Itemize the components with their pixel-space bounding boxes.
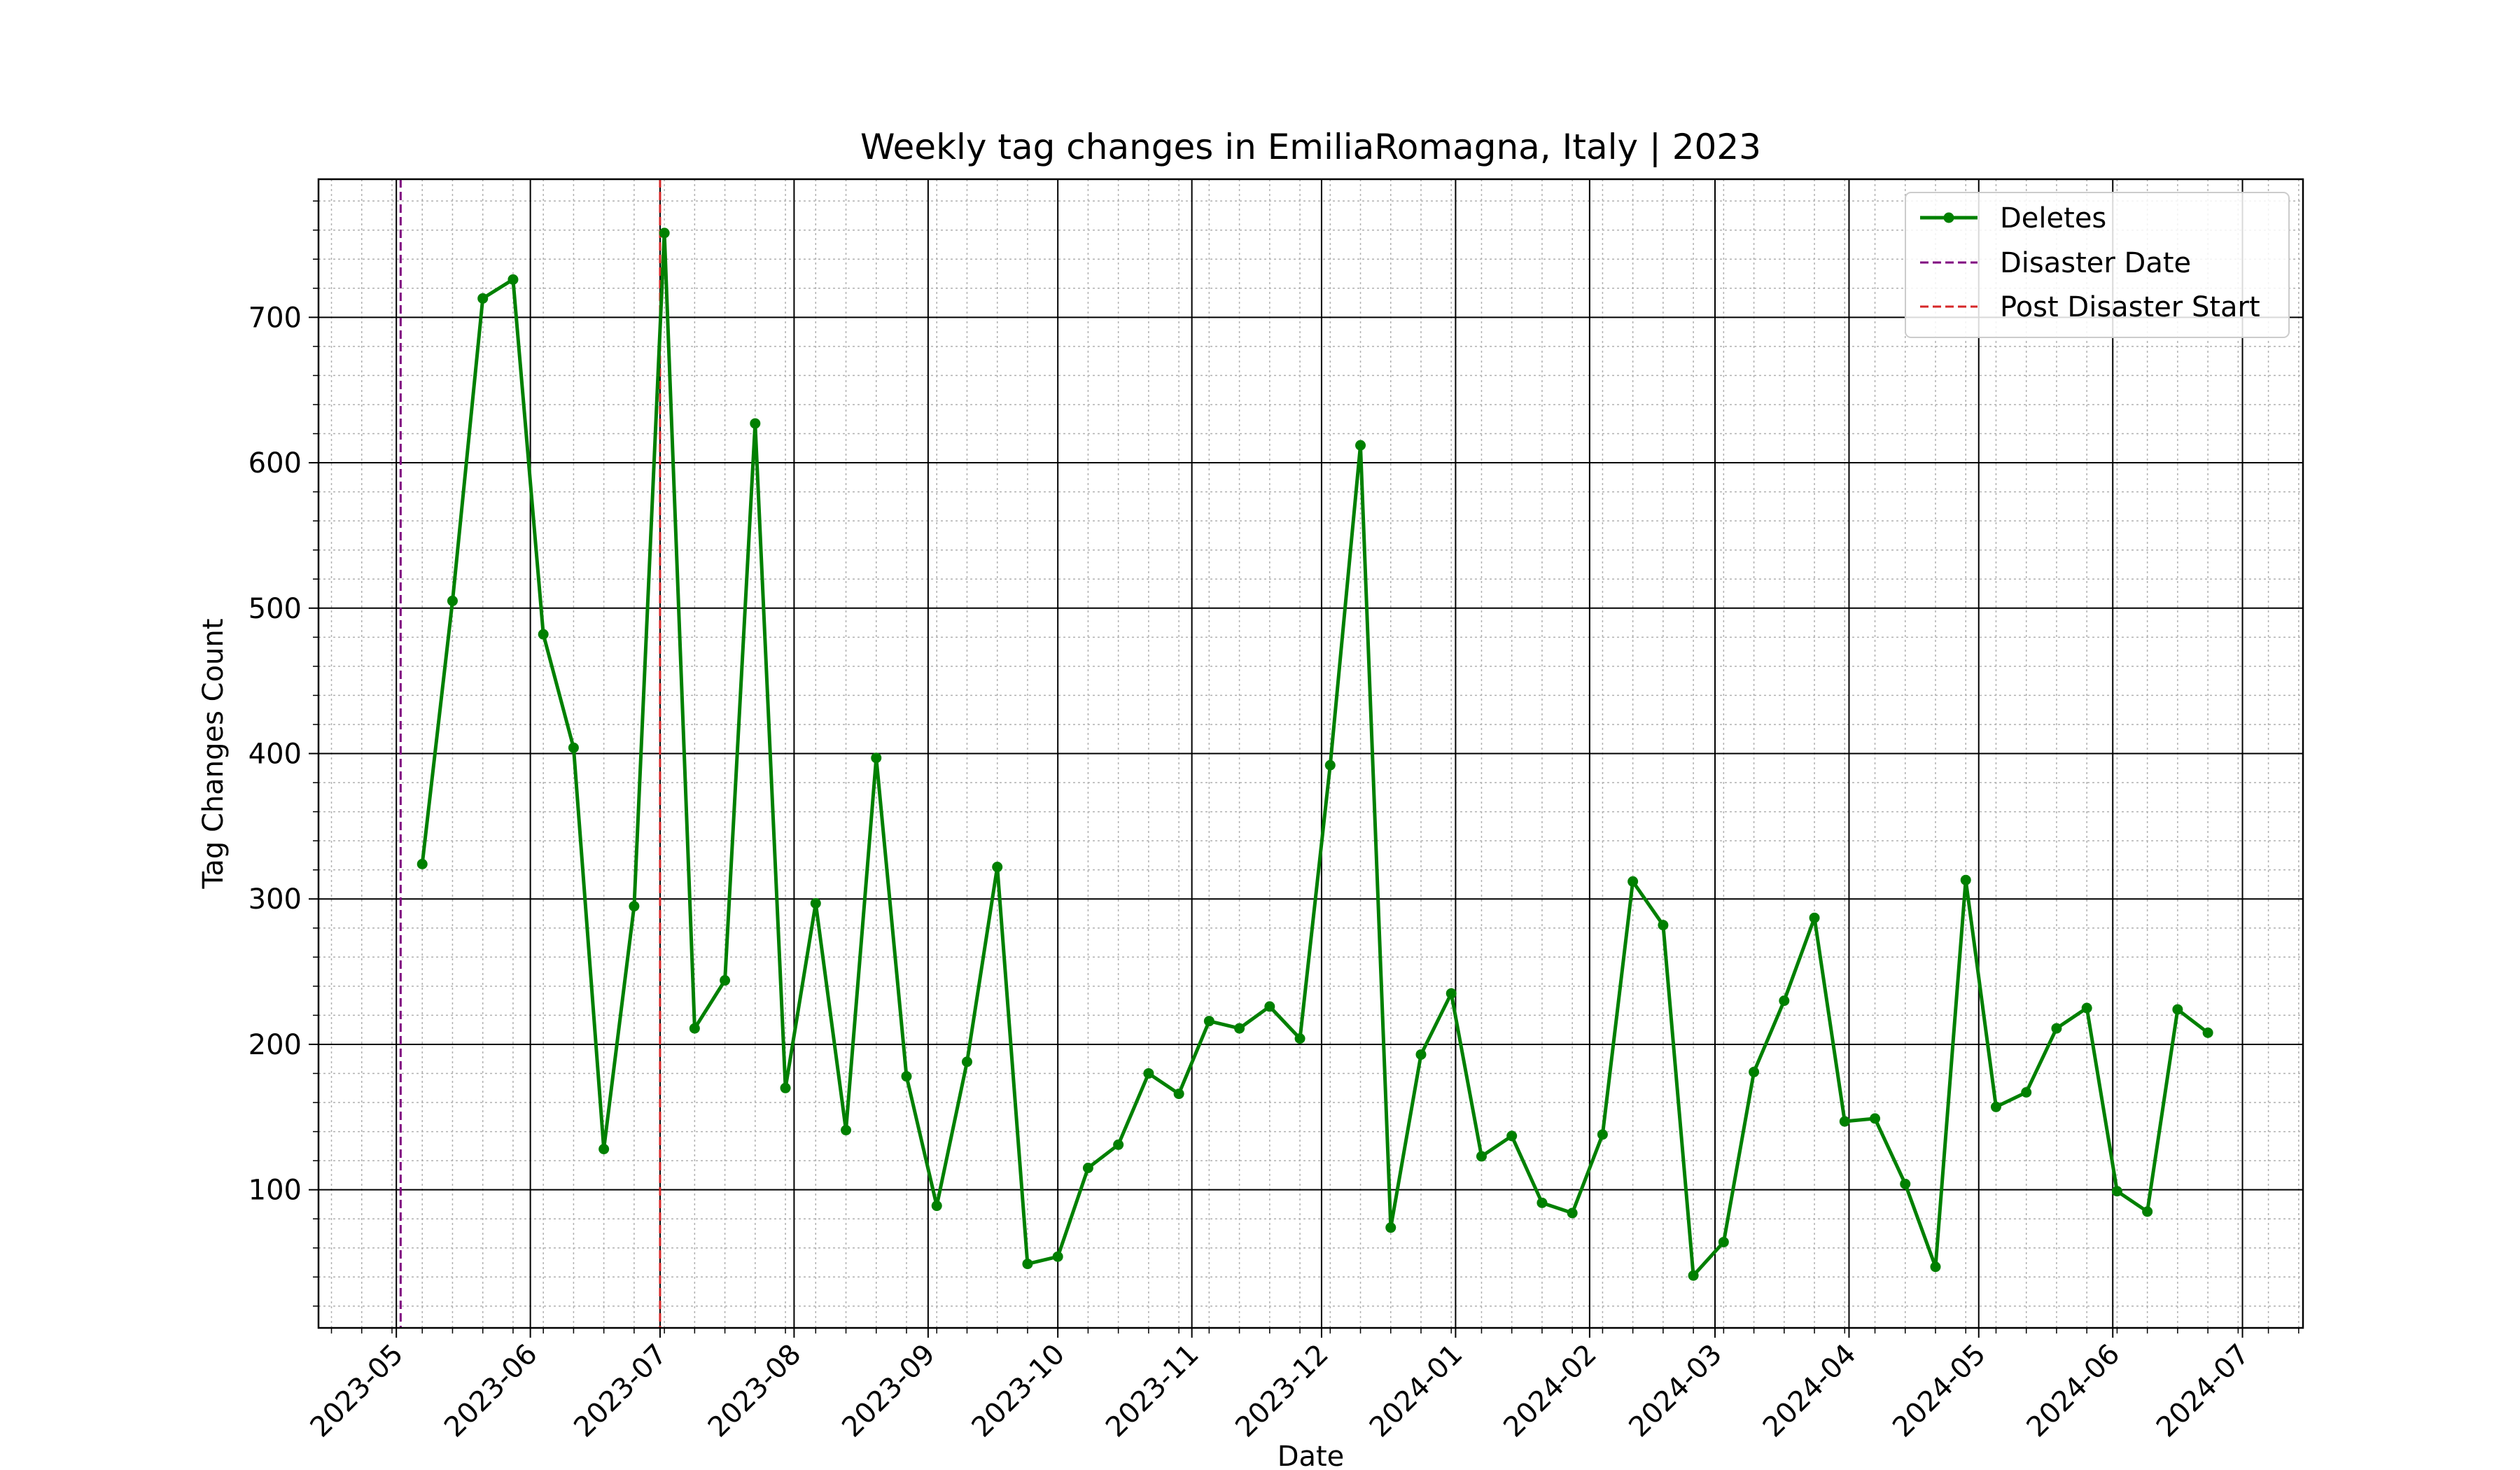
x-tick-label: 2024-04 [1757,1338,1863,1444]
y-axis-label: Tag Changes Count [197,619,230,890]
deletes-data-point [1990,1101,2001,1112]
deletes-data-point [2172,1004,2183,1015]
deletes-data-point [507,274,519,285]
deletes-data-point [1839,1116,1850,1127]
y-tick-label: 200 [248,1029,302,1061]
x-tick-label: 2023-07 [568,1338,673,1444]
series-group [416,227,2213,1281]
legend-disaster-date-label: Disaster Date [2000,247,2191,279]
plot-frame [317,178,2304,1329]
deletes-data-point [1688,1270,1699,1281]
deletes-data-point [1536,1197,1548,1208]
x-tick-label: 2024-06 [2021,1338,2127,1444]
x-tick-label: 2023-10 [966,1338,1072,1444]
deletes-data-point [871,752,882,764]
deletes-data-point [2021,1086,2032,1098]
legend-box [1905,192,2290,338]
deletes-data-point [1779,995,1790,1007]
deletes-data-point [659,227,670,239]
deletes-data-point [416,858,428,869]
deletes-data-point [2051,1023,2062,1034]
deletes-data-point [1143,1068,1154,1079]
deletes-data-point [1294,1033,1306,1044]
deletes-data-point [2202,1027,2213,1038]
x-tick-label: 2024-02 [1497,1338,1603,1444]
deletes-data-point [2111,1186,2122,1197]
deletes-data-point [841,1124,852,1135]
deletes-data-point [689,1023,700,1034]
x-tick-label: 2023-08 [702,1338,808,1444]
deletes-data-point [1022,1259,1033,1270]
x-tick-label: 2024-03 [1623,1338,1728,1444]
deletes-data-point [598,1144,610,1155]
deletes-data-point [1052,1251,1063,1262]
deletes-data-point [1324,760,1336,771]
x-tick-label: 2024-01 [1364,1338,1469,1444]
y-tick-label: 700 [248,302,302,334]
deletes-data-point [1930,1261,1941,1273]
legend-deletes-marker [1943,212,1954,223]
legend-post-disaster-start-label: Post Disaster Start [2000,291,2260,323]
deletes-data-point [1385,1222,1396,1233]
deletes-data-point [568,742,579,753]
deletes-data-point [447,595,458,606]
deletes-data-point [1082,1163,1093,1174]
deletes-data-point [1446,988,1457,999]
chart-title: Weekly tag changes in EmiliaRomagna, Ita… [860,127,1761,167]
deletes-data-point [1234,1023,1245,1034]
x-tick-label: 2024-05 [1886,1338,1992,1444]
legend-deletes-label: Deletes [2000,202,2106,234]
deletes-data-point [1658,920,1669,931]
deletes-data-point [1597,1129,1608,1140]
deletes-data-point [961,1056,972,1068]
deletes-data-point [1628,876,1639,887]
deletes-data-point [931,1200,942,1212]
x-tick-label: 2024-07 [2150,1338,2256,1444]
legend: Deletes Disaster Date Post Disaster Start [1905,192,2290,338]
x-tick-label: 2023-06 [438,1338,544,1444]
x-tick-label: 2023-11 [1100,1338,1205,1444]
y-tick-label: 500 [248,593,302,625]
deletes-data-point [1749,1066,1760,1077]
event-lines [399,179,662,1328]
deletes-data-point [992,862,1003,873]
x-tick-label: 2023-12 [1229,1338,1335,1444]
x-tick-label: 2023-05 [304,1338,410,1444]
deletes-data-point [1809,912,1820,923]
deletes-data-point [477,293,489,304]
deletes-data-point [1415,1049,1427,1060]
deletes-data-point [1476,1151,1487,1162]
deletes-data-point [1203,1016,1214,1027]
y-tick-label: 400 [248,738,302,771]
major-grid [318,179,2303,1328]
deletes-data-point [810,897,821,909]
deletes-data-point [1900,1178,1911,1189]
deletes-data-point [901,1071,912,1082]
deletes-data-point [750,418,761,429]
deletes-data-point [1718,1236,1729,1247]
y-tick-label: 300 [248,883,302,916]
y-tick-label: 600 [248,447,302,479]
deletes-data-point [1506,1130,1518,1142]
deletes-data-point [720,975,731,986]
deletes-data-point [1355,440,1366,451]
deletes-data-point [1173,1088,1184,1100]
deletes-data-point [2142,1206,2153,1217]
deletes-data-point [1113,1139,1124,1150]
deletes-data-point [1870,1113,1881,1124]
deletes-series-line [420,231,2209,1278]
deletes-data-point [1960,874,1971,886]
x-tick-label: 2023-09 [836,1338,941,1444]
deletes-data-point [780,1082,791,1093]
y-tick-label: 100 [248,1175,302,1207]
deletes-data-point [538,629,549,640]
deletes-data-point [2081,1002,2092,1014]
deletes-data-point [1264,1001,1275,1012]
deletes-data-point [1567,1208,1578,1219]
x-axis-label: Date [1278,1441,1345,1470]
deletes-data-point [629,901,640,912]
